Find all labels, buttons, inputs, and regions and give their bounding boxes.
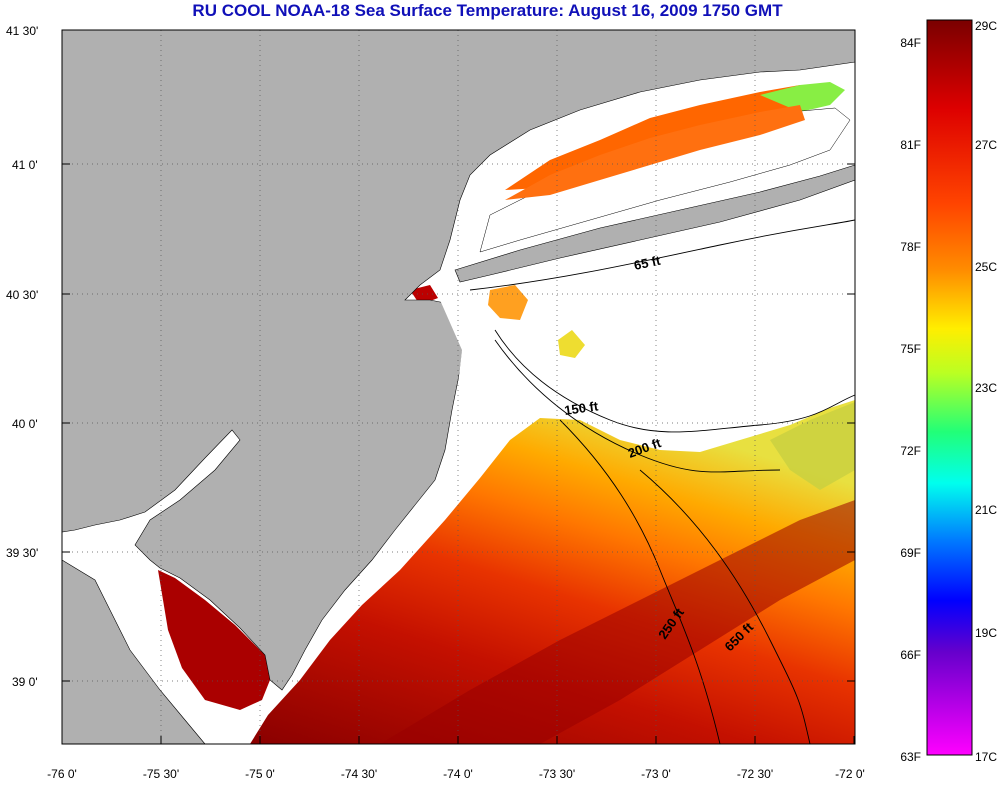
colorbar-c-label: 19C: [975, 626, 997, 640]
colorbar-c-label: 21C: [975, 503, 997, 517]
tick-marks: [61, 29, 855, 744]
lat-label: 40 0': [12, 417, 38, 431]
isobath-label-150: 150 ft: [563, 398, 599, 418]
colorbar-f-label: 69F: [900, 546, 921, 560]
lat-label: 41 0': [12, 158, 38, 172]
sst-patch-offshore: [558, 330, 585, 358]
coastal-nodata: [440, 300, 500, 470]
sst-delaware-bay: [158, 570, 270, 710]
colorbar-c-label: 23C: [975, 381, 997, 395]
sst-offshore-warm: [250, 400, 855, 744]
lat-label: 39 30': [6, 546, 38, 560]
colorbar-f-label: 81F: [900, 138, 921, 152]
lon-label: -73 0': [641, 767, 671, 781]
lon-label: -72 0': [835, 767, 865, 781]
lat-label: 41 30': [6, 24, 38, 38]
isobath-label-65: 65 ft: [633, 253, 663, 273]
lon-label: -76 0': [47, 767, 77, 781]
colorbar-f-label: 66F: [900, 648, 921, 662]
sst-sound-east: [760, 82, 845, 112]
sst-cool-patch: [770, 402, 855, 490]
colorbar-c-label: 29C: [975, 19, 997, 33]
lon-label: -75 0': [245, 767, 275, 781]
colorbar-f-label: 84F: [900, 36, 921, 50]
lon-label: -72 30': [737, 767, 773, 781]
graticule: [62, 30, 855, 744]
lat-label: 40 30': [6, 288, 38, 302]
colorbar-f-label: 72F: [900, 444, 921, 458]
colorbar-c-label: 25C: [975, 260, 997, 274]
lon-label: -74 30': [341, 767, 377, 781]
map-title: RU COOL NOAA-18 Sea Surface Temperature:…: [192, 1, 783, 20]
colorbar-c-label: 27C: [975, 138, 997, 152]
colorbar-f-label: 78F: [900, 240, 921, 254]
sst-gulfstream-band: [380, 500, 855, 744]
lon-label: -74 0': [443, 767, 473, 781]
lon-label: -73 30': [539, 767, 575, 781]
isobaths: [469, 219, 856, 745]
lat-label: 39 0': [12, 675, 38, 689]
colorbar-f-label: 63F: [900, 750, 921, 764]
colorbar-f-label: 75F: [900, 342, 921, 356]
lon-label: -75 30': [143, 767, 179, 781]
colorbar: [926, 19, 973, 756]
colorbar-c-label: 17C: [975, 750, 997, 764]
sst-sound-fill: [505, 105, 805, 200]
